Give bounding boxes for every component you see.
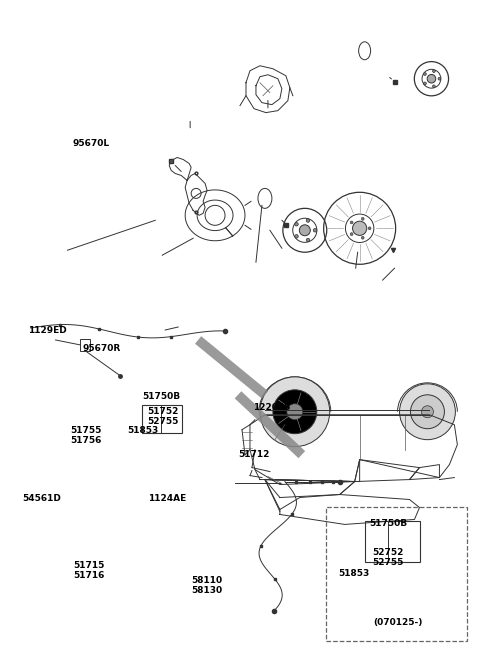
Text: 58110
58130: 58110 58130: [191, 576, 222, 595]
Circle shape: [350, 233, 353, 236]
Circle shape: [295, 234, 298, 238]
Circle shape: [438, 77, 441, 80]
Circle shape: [313, 229, 317, 232]
Circle shape: [432, 69, 435, 73]
Bar: [326, 507, 468, 641]
Text: 95670L: 95670L: [72, 139, 109, 148]
Circle shape: [306, 219, 310, 222]
Text: 51853: 51853: [338, 569, 370, 578]
Circle shape: [368, 227, 371, 230]
Text: 51752
52755: 51752 52755: [148, 407, 179, 426]
Circle shape: [260, 377, 330, 447]
Circle shape: [306, 238, 310, 242]
Text: 51750B: 51750B: [369, 519, 408, 528]
Text: 52752
52755: 52752 52755: [372, 548, 404, 567]
Text: 1220FS: 1220FS: [253, 403, 291, 412]
Circle shape: [421, 406, 433, 418]
Circle shape: [432, 85, 435, 88]
Text: 1129ED: 1129ED: [28, 326, 67, 335]
Circle shape: [287, 403, 303, 420]
Text: 95670R: 95670R: [82, 344, 120, 353]
Circle shape: [424, 73, 426, 75]
Circle shape: [295, 223, 298, 226]
Circle shape: [410, 395, 444, 429]
Circle shape: [352, 221, 367, 235]
Text: 51755
51756: 51755 51756: [70, 426, 102, 445]
Text: 1124AE: 1124AE: [148, 494, 186, 503]
Bar: [365, 521, 420, 562]
Text: 54561D: 54561D: [22, 494, 61, 503]
Circle shape: [361, 236, 364, 239]
Circle shape: [361, 217, 364, 220]
Circle shape: [273, 390, 317, 434]
Circle shape: [350, 221, 353, 224]
Circle shape: [399, 384, 456, 440]
Circle shape: [424, 82, 426, 84]
Text: (070125-): (070125-): [373, 618, 422, 627]
Bar: [143, 405, 181, 433]
Text: 51712: 51712: [239, 451, 270, 459]
Text: 51750B: 51750B: [142, 392, 180, 401]
Text: 51715
51716: 51715 51716: [73, 561, 105, 580]
Bar: [81, 339, 90, 351]
Circle shape: [300, 225, 310, 236]
Circle shape: [427, 75, 436, 83]
Text: 51853: 51853: [128, 426, 159, 435]
